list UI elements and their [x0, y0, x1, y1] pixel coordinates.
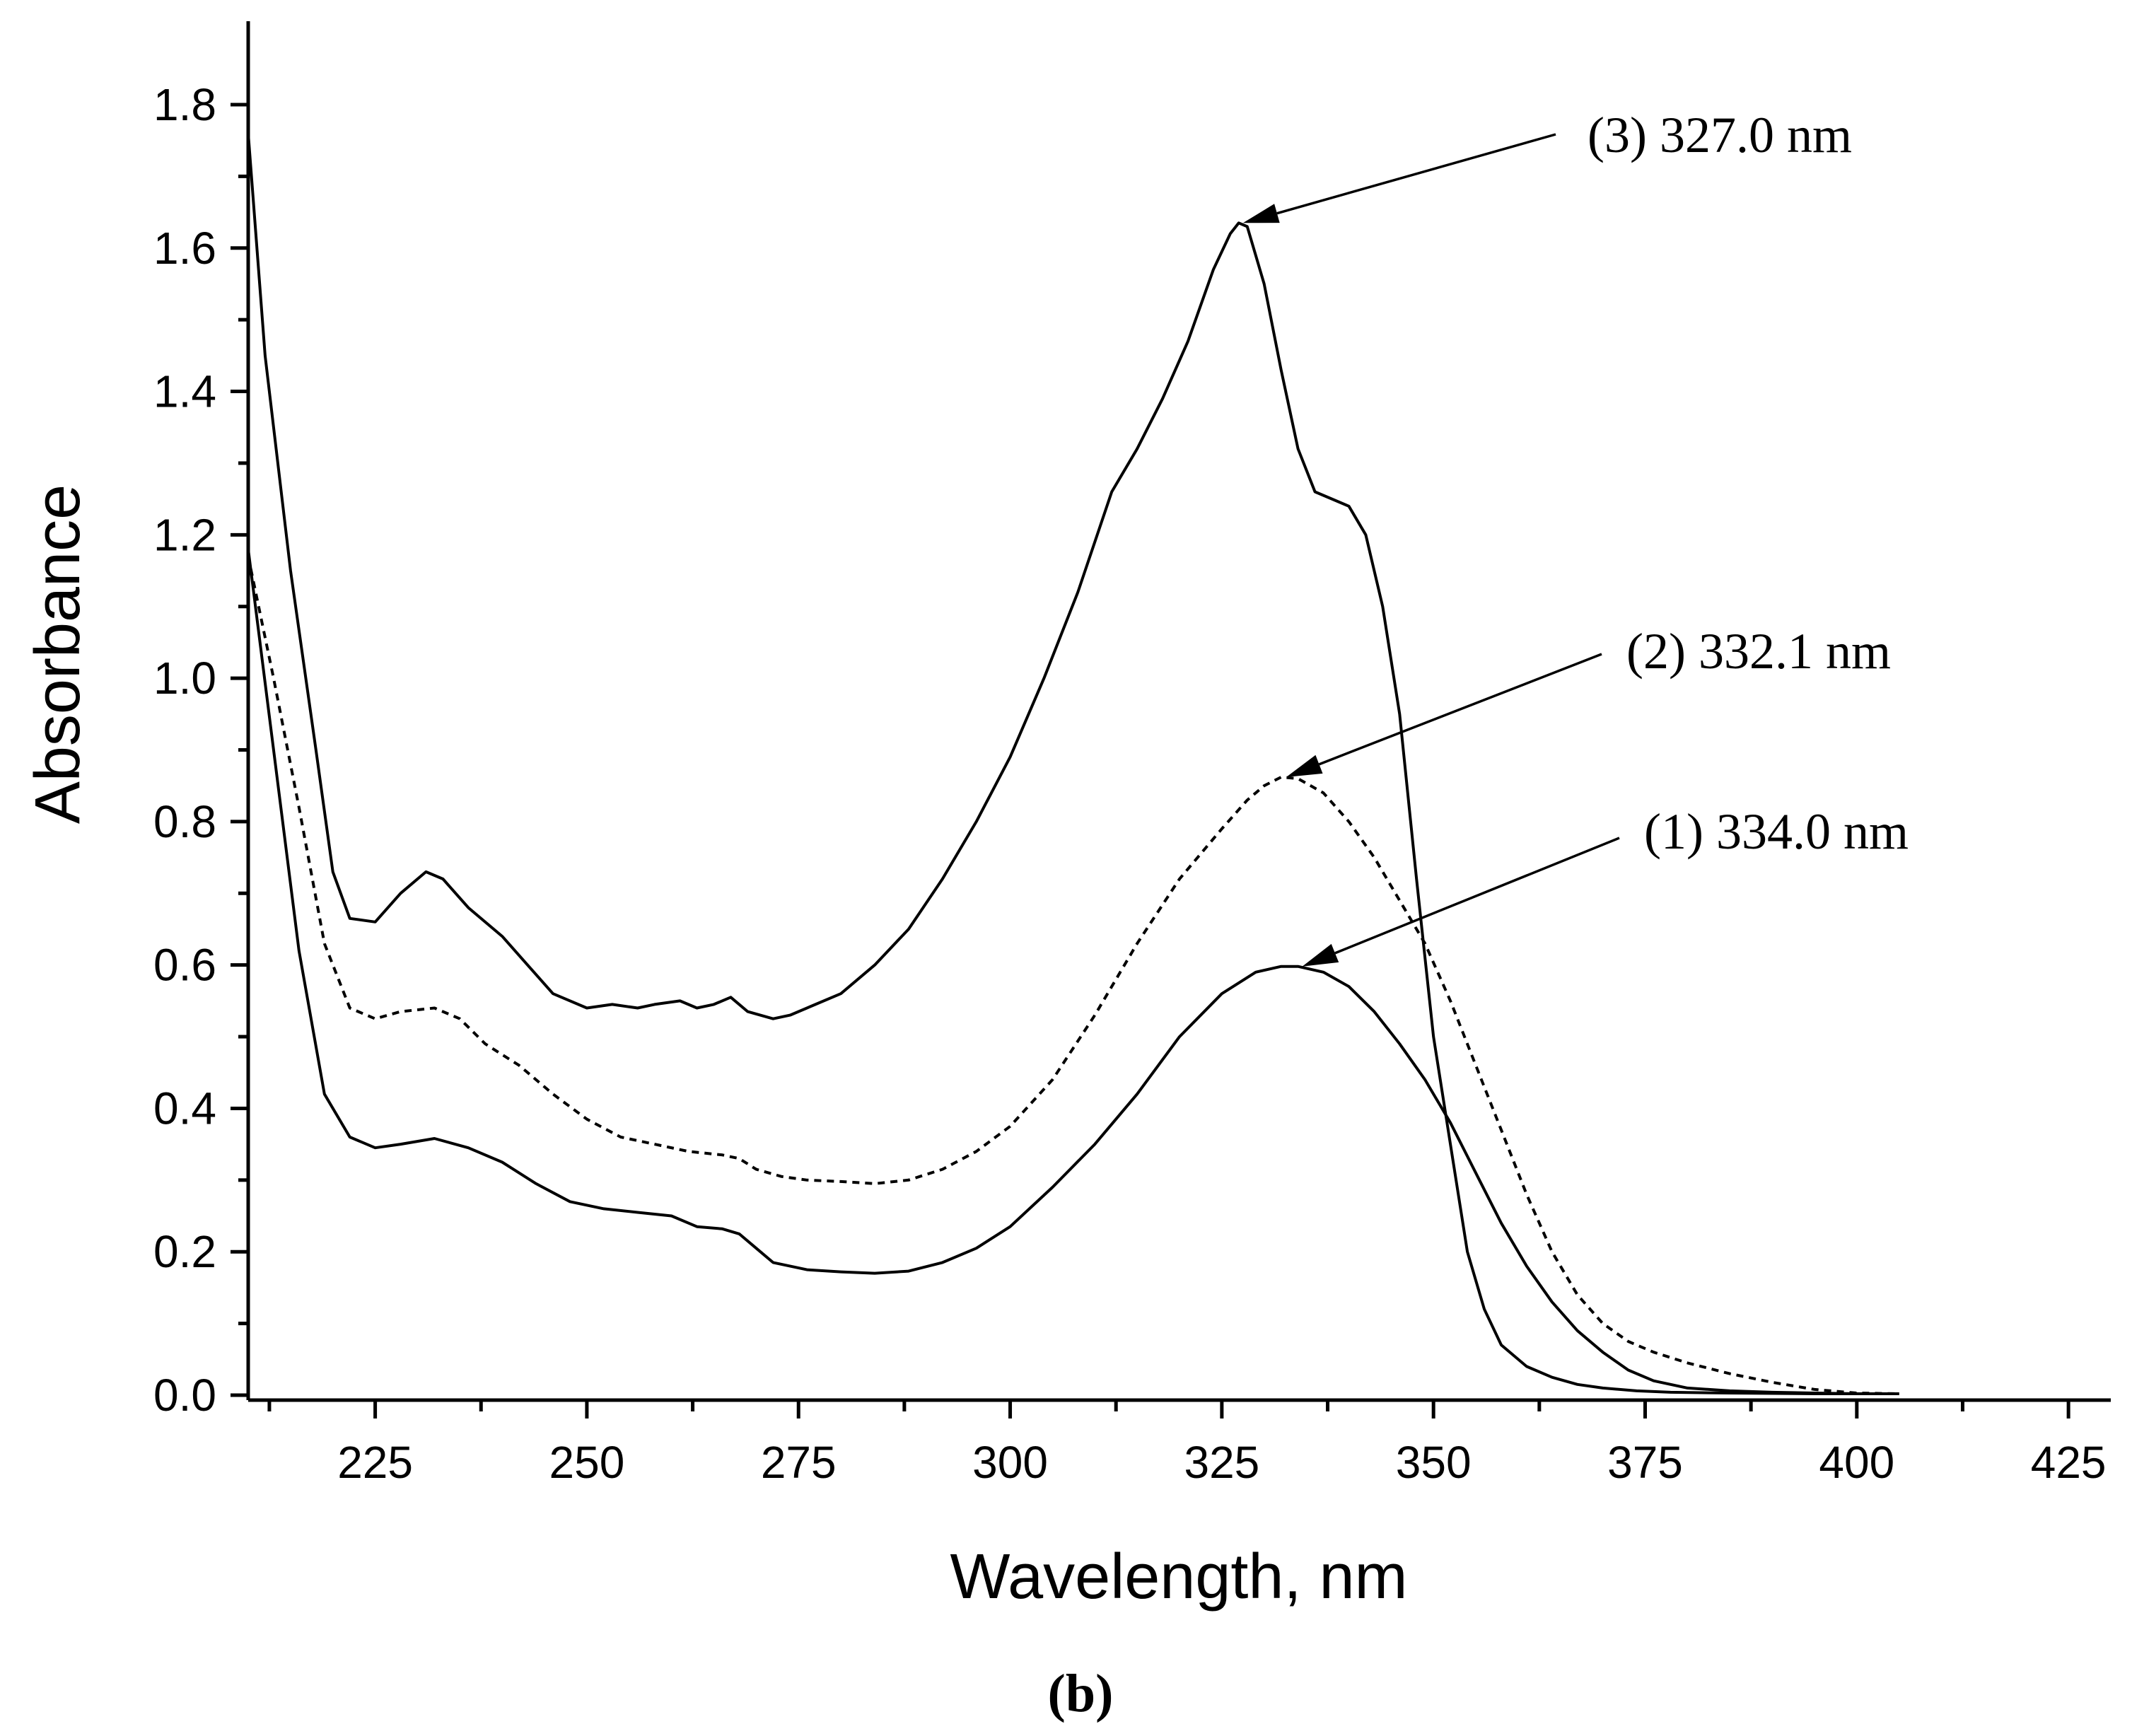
axes-layer: 0.0 0.2 0.4 0.6 0.8 1.0 1.2 1.4 1.6 1.8 225 250 275 3…	[153, 21, 2111, 1488]
peak-annotation-label: (1) 334.0 nm	[1644, 803, 1909, 860]
y-tick-label: 1.2	[153, 509, 216, 560]
series-3-line	[247, 133, 1899, 1395]
annotation-arrow-head	[1286, 755, 1323, 777]
y-tick-label: 0.0	[153, 1370, 216, 1421]
annotation-layer: (3) 327.0 nm (2) 332.1 nm (1) 334.0 nm	[1242, 107, 1909, 967]
annotation-arrow-line	[1276, 133, 1556, 215]
x-tick-label: 225	[337, 1437, 413, 1488]
annotation-arrow-line	[1318, 653, 1602, 766]
x-tick-label: 375	[1607, 1437, 1683, 1488]
peak-annotation-label: (2) 332.1 nm	[1626, 623, 1891, 680]
annotation-arrow-line	[1334, 837, 1620, 955]
y-tick-label: 1.6	[153, 223, 216, 274]
x-tick-label: 275	[761, 1437, 837, 1488]
x-tick-label: 300	[972, 1437, 1048, 1488]
series-1-line	[247, 549, 1899, 1395]
y-axis-title: Absorbance	[23, 484, 93, 824]
annotation-arrow-head	[1242, 204, 1280, 223]
series-layer	[247, 133, 1899, 1395]
panel-label-letter: b	[1066, 1664, 1095, 1723]
series-2-line	[247, 556, 1899, 1395]
annotation-arrow-head	[1302, 943, 1339, 967]
x-tick-label: 350	[1396, 1437, 1472, 1488]
y-tick-label: 1.4	[153, 366, 216, 417]
y-tick-label: 1.8	[153, 79, 216, 130]
x-axis-title: Wavelength, nm	[950, 1542, 1408, 1612]
x-tick-label: 400	[1819, 1437, 1894, 1488]
y-tick-label: 0.4	[153, 1083, 216, 1134]
peak-annotation-label: (3) 327.0 nm	[1588, 107, 1852, 163]
y-tick-label: 0.2	[153, 1226, 216, 1277]
x-tick-label: 250	[549, 1437, 625, 1488]
x-tick-label: 425	[2031, 1437, 2107, 1488]
y-tick-label: 1.0	[153, 653, 216, 704]
x-tick-label: 325	[1184, 1437, 1259, 1488]
y-tick-label: 0.8	[153, 796, 216, 847]
panel-label: (b)	[1048, 1664, 1114, 1723]
y-tick-label: 0.6	[153, 940, 216, 991]
